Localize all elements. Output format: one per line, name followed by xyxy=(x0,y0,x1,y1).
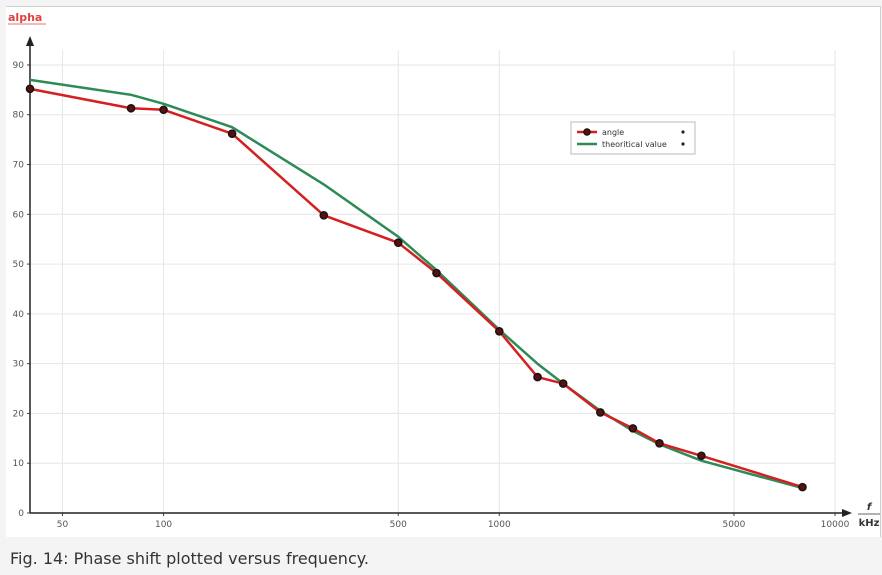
series-layer xyxy=(25,78,807,492)
legend-dot xyxy=(681,142,685,146)
data-point xyxy=(432,268,441,278)
data-point xyxy=(126,103,136,113)
axes-layer: 0 10 20 30 40 50 60 70 80 90 50 100 500 1000 5000 10000… xyxy=(8,11,880,530)
data-point xyxy=(227,129,237,138)
y-tick-label: 40 xyxy=(13,310,25,320)
data-point xyxy=(596,408,605,417)
y-tick-label: 50 xyxy=(13,260,25,270)
data-point xyxy=(558,379,568,388)
x-axis-label-top: f xyxy=(867,502,873,513)
data-point xyxy=(533,372,542,382)
data-point xyxy=(25,84,35,94)
legend-label: theoritical value xyxy=(602,140,667,149)
figure-caption: Fig. 14: Phase shift plotted versus freq… xyxy=(10,549,370,568)
legend-label: angle xyxy=(602,128,624,137)
x-tick-label: 10000 xyxy=(821,520,850,530)
y-tick-label: 90 xyxy=(13,61,25,71)
x-tick-label: 100 xyxy=(155,520,172,530)
data-point xyxy=(393,238,403,247)
x-tick-label: 1000 xyxy=(488,520,511,530)
phase-shift-chart: 0 10 20 30 40 50 60 70 80 90 50 100 500 1000 5000 10000… xyxy=(8,11,880,530)
grid-layer xyxy=(30,50,836,513)
legend-box xyxy=(570,121,696,155)
data-point xyxy=(798,482,807,492)
y-axis-label: alpha xyxy=(8,11,42,24)
data-point xyxy=(319,210,329,220)
y-tick-label: 60 xyxy=(13,210,25,220)
legend: angle theoritical value xyxy=(570,121,696,155)
y-tick-label: 70 xyxy=(13,161,25,171)
x-tick-label: 50 xyxy=(57,520,69,530)
data-point xyxy=(628,424,638,433)
data-point xyxy=(697,451,706,461)
x-axis-label-unit: kHz xyxy=(859,518,880,529)
legend-dot xyxy=(681,130,685,134)
x-axis-arrow xyxy=(842,509,852,517)
plot-frame xyxy=(6,6,881,537)
data-point xyxy=(655,439,664,448)
data-point xyxy=(159,105,168,115)
legend-marker xyxy=(583,128,591,136)
y-tick-label: 20 xyxy=(13,409,25,419)
x-tick-label: 500 xyxy=(390,520,407,530)
y-tick-label: 10 xyxy=(13,459,25,469)
y-tick-label: 80 xyxy=(13,111,25,121)
y-tick-label: 0 xyxy=(18,509,24,519)
y-axis-arrow xyxy=(26,36,34,46)
y-tick-label: 30 xyxy=(13,360,25,370)
data-point xyxy=(494,326,504,336)
x-tick-label: 5000 xyxy=(722,520,745,530)
